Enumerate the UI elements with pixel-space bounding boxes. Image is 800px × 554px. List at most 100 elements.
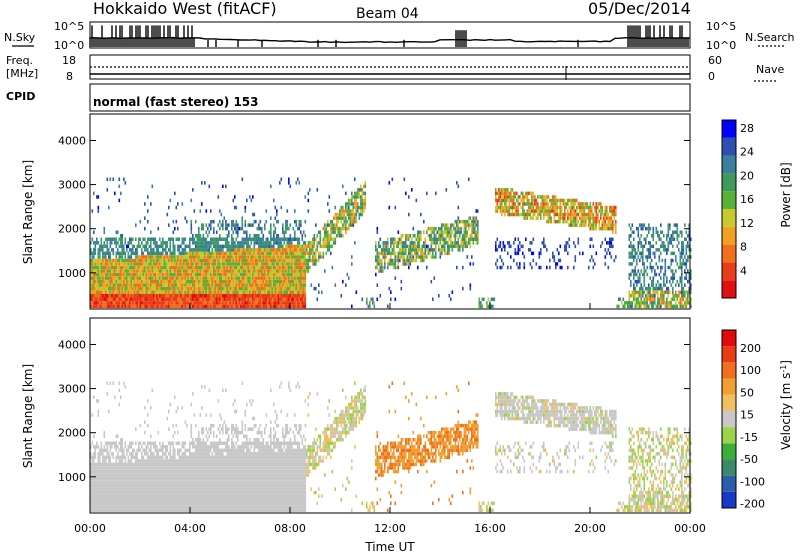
power-cell xyxy=(217,258,220,263)
power-cell xyxy=(283,262,286,266)
power-cell xyxy=(633,276,635,280)
power-cell xyxy=(574,202,577,206)
power-cell xyxy=(189,297,191,301)
power-cell xyxy=(133,301,136,305)
power-cell xyxy=(142,283,145,287)
power-cell xyxy=(637,255,640,259)
power-cell xyxy=(187,290,190,294)
power-cell xyxy=(657,286,659,291)
power-cell xyxy=(322,226,325,231)
power-cell xyxy=(630,241,632,245)
power-cell xyxy=(241,286,244,291)
power-cell xyxy=(130,276,133,280)
power-cell xyxy=(412,244,415,249)
power-cell xyxy=(156,265,158,270)
power-cell xyxy=(253,265,256,270)
power-cell xyxy=(219,209,221,213)
power-cell xyxy=(243,269,245,273)
power-cell xyxy=(223,244,226,249)
power-cell xyxy=(204,248,206,252)
power-cell xyxy=(117,262,119,266)
power-cell xyxy=(145,279,148,284)
power-cell xyxy=(186,265,188,270)
power-cell xyxy=(130,255,133,259)
power-cell xyxy=(144,237,146,241)
power-cell xyxy=(567,216,569,220)
power-cell xyxy=(187,272,190,277)
power-cell xyxy=(475,209,478,213)
power-cell xyxy=(582,219,584,224)
power-cell xyxy=(462,241,464,245)
power-cell xyxy=(466,219,469,224)
power-cell xyxy=(268,255,271,259)
power-cell xyxy=(412,241,415,245)
power-cell xyxy=(546,209,548,213)
power-cell xyxy=(372,297,374,301)
power-cell xyxy=(246,237,248,241)
power-cell xyxy=(643,279,646,284)
power-cell xyxy=(582,202,584,206)
power-cell xyxy=(309,255,311,259)
power-cell xyxy=(666,248,668,252)
power-cell xyxy=(100,297,103,301)
power-cell xyxy=(216,258,218,263)
power-cell xyxy=(127,251,130,256)
power-cell xyxy=(300,297,302,301)
power-cell xyxy=(154,290,157,294)
power-cell xyxy=(496,205,499,210)
power-cell xyxy=(136,286,139,291)
power-cell xyxy=(195,241,197,245)
power-cell xyxy=(442,248,445,252)
power-cell xyxy=(649,301,652,305)
power-cell xyxy=(181,258,184,263)
power-cell xyxy=(169,258,172,263)
power-cell xyxy=(504,188,506,192)
power-cell xyxy=(201,248,203,252)
power-cell xyxy=(592,216,595,220)
power-cell xyxy=(106,265,109,270)
power-cell xyxy=(106,297,109,301)
power-cell xyxy=(549,258,551,263)
power-cell xyxy=(264,262,266,266)
power-cell xyxy=(160,286,163,291)
power-cell xyxy=(211,283,214,287)
power-cell xyxy=(387,248,389,252)
power-cell xyxy=(417,255,419,259)
power-cell xyxy=(180,297,182,301)
power-cell xyxy=(279,301,281,305)
power-cell xyxy=(204,297,206,301)
power-cell xyxy=(102,258,104,263)
power-cell xyxy=(226,265,229,270)
power-cell xyxy=(184,294,187,298)
power-cell xyxy=(94,297,97,301)
power-cell xyxy=(201,269,203,273)
power-cell xyxy=(162,286,164,291)
power-cell xyxy=(273,198,275,203)
power-cell xyxy=(207,234,209,238)
power-cell xyxy=(130,241,133,245)
power-cell xyxy=(171,255,173,259)
power-cell xyxy=(256,258,259,263)
power-cell xyxy=(249,244,251,249)
power-cell xyxy=(172,230,175,234)
power-cell xyxy=(447,251,449,256)
power-cell xyxy=(340,212,343,217)
power-cell xyxy=(675,223,677,227)
power-cell xyxy=(213,241,215,245)
power-cell xyxy=(253,294,256,298)
power-cell xyxy=(679,301,682,305)
power-cell xyxy=(115,258,118,263)
power-cell xyxy=(91,272,94,277)
power-cell xyxy=(658,258,661,263)
power-cell xyxy=(331,226,334,231)
power-cell xyxy=(154,241,157,245)
power-cell xyxy=(120,286,122,291)
power-cell xyxy=(531,202,533,206)
power-cell xyxy=(93,251,95,256)
power-cell xyxy=(477,226,479,231)
power-cell xyxy=(280,244,283,249)
power-cell xyxy=(447,241,449,245)
power-cell xyxy=(244,258,247,263)
power-cell xyxy=(207,272,209,277)
power-cell xyxy=(106,276,109,280)
